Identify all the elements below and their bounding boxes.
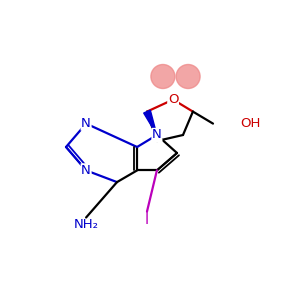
Text: I: I bbox=[145, 212, 149, 226]
Text: NH₂: NH₂ bbox=[74, 218, 99, 230]
Text: N: N bbox=[81, 117, 91, 130]
Polygon shape bbox=[144, 110, 157, 135]
Text: O: O bbox=[168, 93, 178, 106]
Text: N: N bbox=[152, 128, 162, 142]
Circle shape bbox=[176, 64, 200, 88]
Text: N: N bbox=[81, 164, 91, 177]
Circle shape bbox=[151, 64, 175, 88]
Text: OH: OH bbox=[240, 117, 260, 130]
